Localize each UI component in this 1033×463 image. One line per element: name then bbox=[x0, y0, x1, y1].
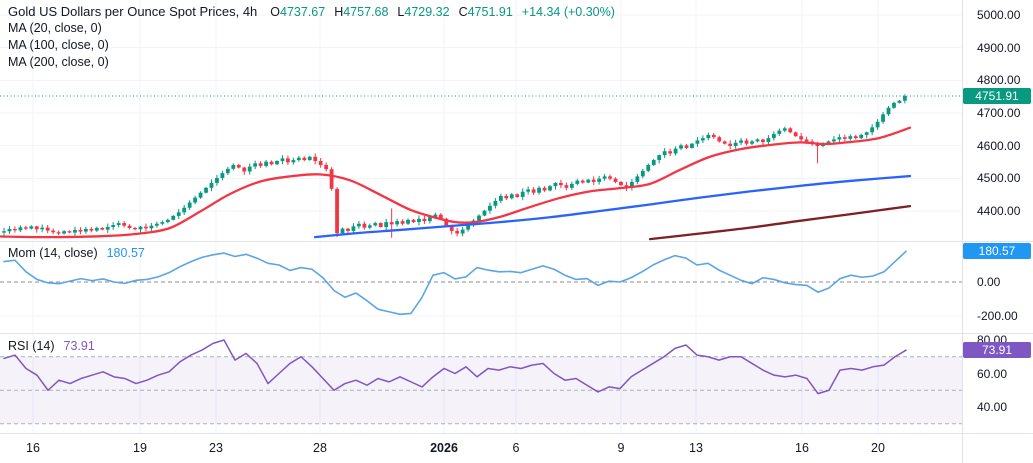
y-axis-label: 40.00 bbox=[977, 400, 1008, 414]
price-axis[interactable]: 5000.00 4900.00 4800.00 4700.00 4600.00 4500.… bbox=[963, 0, 1033, 433]
last-price-badge: 4751.91 bbox=[963, 88, 1031, 105]
symbol-title: Gold US Dollars per Ounce Spot Prices, 4… bbox=[8, 4, 258, 19]
momentum-label: Mom (14, close) bbox=[8, 246, 98, 260]
x-axis-label: 9 bbox=[617, 441, 625, 455]
x-axis-label: 16 bbox=[26, 441, 40, 455]
legend-ma200[interactable]: MA (200, close, 0) bbox=[8, 55, 109, 69]
ohlc-high: H4757.68 bbox=[334, 4, 389, 19]
y-axis-label: 4800.00 bbox=[977, 73, 1021, 88]
rsi-value: 73.91 bbox=[63, 339, 95, 353]
x-axis-label: 13 bbox=[689, 441, 703, 455]
price-change: +14.34 (+0.30%) bbox=[521, 4, 615, 19]
momentum-value: 180.57 bbox=[106, 246, 145, 260]
y-axis-label: 0.00 bbox=[977, 275, 1001, 289]
x-axis-label: 2026 bbox=[430, 441, 458, 455]
legend-ma100[interactable]: MA (100, close, 0) bbox=[8, 38, 109, 52]
momentum-legend-row[interactable]: Mom (14, close) 180.57 bbox=[8, 246, 145, 260]
y-axis-label: 4700.00 bbox=[977, 106, 1021, 120]
x-axis-label: 19 bbox=[133, 441, 147, 455]
y-axis-label: 4500.00 bbox=[977, 171, 1021, 186]
y-axis-label: 4400.00 bbox=[977, 204, 1021, 218]
ohlc-close: C4751.91 bbox=[458, 4, 513, 19]
x-axis-label: 16 bbox=[795, 441, 809, 455]
rsi-label: RSI (14) bbox=[8, 339, 55, 353]
y-axis-label: 4600.00 bbox=[977, 138, 1021, 153]
rsi-value-badge: 73.91 bbox=[963, 342, 1031, 359]
y-axis-label: 4900.00 bbox=[977, 40, 1021, 55]
x-axis-label: 20 bbox=[871, 441, 885, 455]
x-axis-label: 23 bbox=[209, 441, 223, 455]
x-axis-label: 6 bbox=[512, 441, 520, 455]
ohlc-low: L4729.32 bbox=[397, 4, 450, 19]
y-axis-label: 5000.00 bbox=[977, 8, 1021, 22]
momentum-value-badge: 180.57 bbox=[963, 243, 1031, 260]
rsi-legend-row[interactable]: RSI (14) 73.91 bbox=[8, 339, 95, 353]
y-axis-label: -200.00 bbox=[977, 309, 1018, 323]
main-legend-row[interactable]: Gold US Dollars per Ounce Spot Prices, 4… bbox=[8, 4, 615, 19]
x-axis-label: 28 bbox=[313, 441, 327, 455]
legend-ma20[interactable]: MA (20, close, 0) bbox=[8, 21, 102, 35]
ohlc-open: O4737.67 bbox=[270, 4, 326, 19]
time-axis[interactable]: 16 19 23 28 2026 6 9 13 16 20 bbox=[0, 434, 962, 463]
y-axis-label: 60.00 bbox=[977, 366, 1008, 381]
